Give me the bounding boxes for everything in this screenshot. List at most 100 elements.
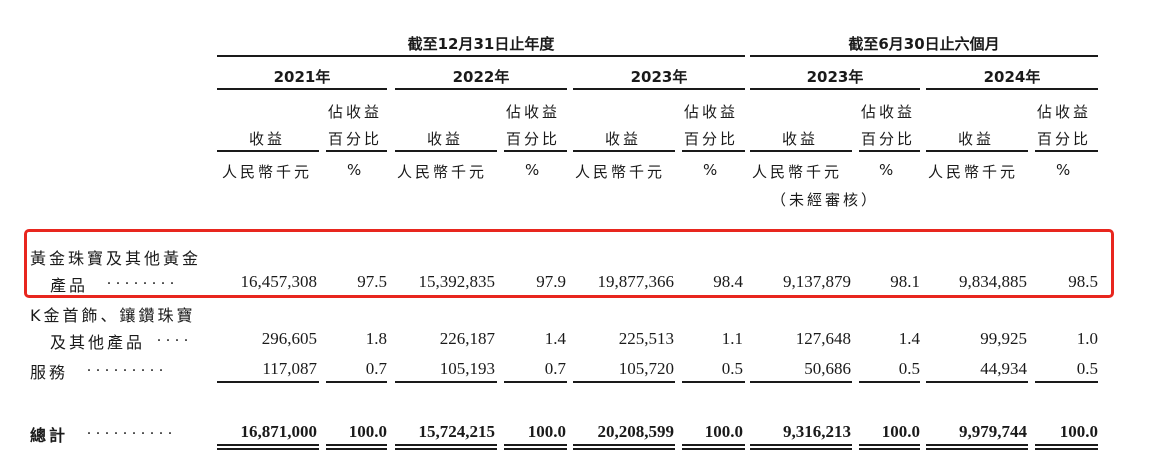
group-rule-fiscal-year (217, 55, 745, 57)
row-dots-services: ......... (87, 358, 168, 375)
subtotal-rule-2023h1-pct (859, 381, 920, 383)
cell-total-rev-2023: 20,208,599 (597, 422, 675, 441)
cell-total-rev-2021: 16,871,000 (240, 422, 318, 441)
total-double-rule-2022-rev-a (395, 444, 497, 446)
subtotal-rule-2024h1-rev (926, 381, 1028, 383)
total-double-rule-2023-rev-b (573, 448, 675, 450)
cell-gold-pct-2022: 97.9 (536, 272, 566, 291)
unit-rmb-2023: 人民幣千元 (575, 163, 666, 181)
cell-total-pct-2023: 100.0 (704, 422, 743, 441)
cell-kgold-pct-2023: 1.1 (721, 329, 743, 348)
total-double-rule-2024h1-pct-a (1035, 444, 1098, 446)
col-header-pct-2023-h1-line1: 佔收益 (861, 103, 916, 121)
subtotal-rule-2023h1-rev (750, 381, 852, 383)
year-rule-2024-h1 (926, 88, 1098, 90)
col-header-revenue-2023-h1: 收益 (782, 130, 819, 148)
total-double-rule-2023h1-rev-a (750, 444, 852, 446)
cell-gold-rev-2022: 15,392,835 (418, 272, 496, 291)
cell-gold-pct-2023: 98.4 (713, 272, 743, 291)
col-rule-pct-2024-h1 (1035, 150, 1098, 152)
cell-gold-pct-2024-h1: 98.5 (1068, 272, 1098, 291)
cell-services-pct-2021: 0.7 (365, 359, 387, 378)
total-double-rule-2022-rev-b (395, 448, 497, 450)
col-header-revenue-2021: 收益 (249, 130, 286, 148)
unit-rmb-2023-h1: 人民幣千元 (752, 163, 843, 181)
year-rule-2022 (395, 88, 567, 90)
total-double-rule-2024h1-rev-a (926, 444, 1028, 446)
total-double-rule-2023-pct-b (682, 448, 745, 450)
col-header-pct-2023-h1-line2: 百分比 (861, 130, 916, 148)
cell-total-pct-2021: 100.0 (348, 422, 387, 441)
total-double-rule-2024h1-pct-b (1035, 448, 1098, 450)
unit-pct-2022: % (525, 161, 543, 179)
year-header-2024-h1: 2024年 (983, 68, 1041, 86)
cell-services-pct-2023: 0.5 (721, 359, 743, 378)
group-header-fiscal-year: 截至12月31日止年度 (407, 35, 555, 53)
col-rule-pct-2022 (504, 150, 567, 152)
cell-total-pct-2024-h1: 100.0 (1059, 422, 1098, 441)
row-dots-kgold: .... (157, 328, 193, 345)
col-rule-revenue-2024-h1 (926, 150, 1028, 152)
col-header-revenue-2022: 收益 (427, 130, 464, 148)
unit-rmb-2024-h1: 人民幣千元 (928, 163, 1019, 181)
cell-total-rev-2022: 15,724,215 (418, 422, 496, 441)
col-rule-pct-2023-h1 (859, 150, 920, 152)
total-double-rule-2023h1-rev-b (750, 448, 852, 450)
total-double-rule-2023-rev-a (573, 444, 675, 446)
highlight-box (24, 229, 1114, 298)
col-header-pct-2021-line2: 百分比 (328, 130, 383, 148)
cell-kgold-pct-2024-h1: 1.0 (1076, 329, 1098, 348)
cell-kgold-pct-2023-h1: 1.4 (898, 329, 920, 348)
group-header-six-months: 截至6月30日止六個月 (848, 35, 1000, 53)
col-rule-pct-2021 (326, 150, 387, 152)
subtotal-rule-2021-rev (217, 381, 319, 383)
total-double-rule-2022-pct-b (504, 448, 567, 450)
cell-gold-rev-2024-h1: 9,834,885 (959, 272, 1027, 291)
unit-pct-2021: % (347, 161, 365, 179)
subtotal-rule-2022-rev (395, 381, 497, 383)
total-double-rule-2023-pct-a (682, 444, 745, 446)
total-double-rule-2021-pct-b (326, 448, 387, 450)
cell-services-pct-2024-h1: 0.5 (1076, 359, 1098, 378)
year-rule-2023-h1 (750, 88, 920, 90)
total-double-rule-2023h1-pct-b (859, 448, 920, 450)
year-rule-2021 (217, 88, 387, 90)
row-dots-total: .......... (87, 421, 177, 438)
total-double-rule-2021-rev-b (217, 448, 319, 450)
col-header-pct-2021-line1: 佔收益 (328, 103, 383, 121)
row-label-kgold-line1: K金首飾、鑲鑽珠寶 (30, 306, 196, 325)
subtotal-rule-2022-pct (504, 381, 567, 383)
unit-unaudited: （未經審核） (771, 191, 880, 209)
unit-rmb-2022: 人民幣千元 (397, 163, 488, 181)
subtotal-rule-2023-pct (682, 381, 745, 383)
subtotal-rule-2023-rev (573, 381, 675, 383)
cell-gold-rev-2023: 19,877,366 (597, 272, 675, 291)
col-header-pct-2022-line1: 佔收益 (506, 103, 561, 121)
cell-services-rev-2022: 105,193 (439, 359, 495, 378)
cell-kgold-pct-2021: 1.8 (365, 329, 387, 348)
cell-gold-rev-2023-h1: 9,137,879 (783, 272, 851, 291)
col-rule-revenue-2023-h1 (750, 150, 852, 152)
row-label-kgold-line2: 及其他產品 (50, 333, 146, 352)
year-header-2023-h1: 2023年 (806, 68, 864, 86)
cell-total-rev-2024-h1: 9,979,744 (959, 422, 1027, 441)
col-header-pct-2023-line1: 佔收益 (684, 103, 739, 121)
row-label-services: 服務 (30, 363, 69, 382)
cell-services-pct-2022: 0.7 (544, 359, 566, 378)
col-rule-revenue-2022 (395, 150, 497, 152)
cell-kgold-rev-2023: 225,513 (618, 329, 674, 348)
row-label-gold-line1: 黃金珠寶及其他黃金 (30, 249, 202, 268)
row-label-gold-line2: 產品 (50, 276, 89, 295)
cell-total-rev-2023-h1: 9,316,213 (783, 422, 851, 441)
total-double-rule-2021-rev-a (217, 444, 319, 446)
cell-total-pct-2022: 100.0 (527, 422, 566, 441)
cell-services-rev-2023-h1: 50,686 (804, 359, 851, 378)
cell-kgold-pct-2022: 1.4 (544, 329, 566, 348)
col-header-pct-2024-h1-line1: 佔收益 (1037, 103, 1092, 121)
cell-services-pct-2023-h1: 0.5 (898, 359, 920, 378)
col-header-pct-2023-line2: 百分比 (684, 130, 739, 148)
year-header-2021: 2021年 (273, 68, 331, 86)
unit-rmb-2021: 人民幣千元 (222, 163, 313, 181)
year-rule-2023 (573, 88, 745, 90)
cell-total-pct-2023-h1: 100.0 (881, 422, 920, 441)
